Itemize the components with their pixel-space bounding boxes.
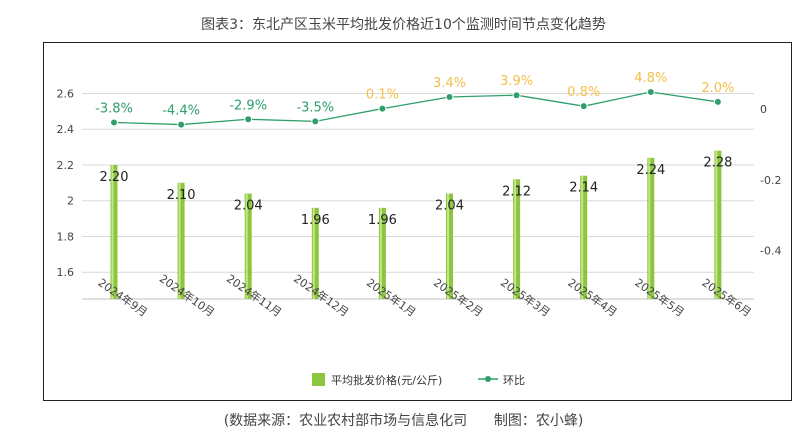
x-tick-label: 2025年3月 — [498, 275, 553, 319]
bar-value-label: 2.24 — [636, 163, 665, 178]
line-value-label: 0.1% — [366, 88, 399, 103]
legend-swatch-bar — [312, 373, 325, 386]
line-value-label: 3.9% — [500, 74, 533, 89]
x-tick-label: 2024年9月 — [96, 275, 151, 319]
line-value-label: 3.4% — [433, 76, 466, 91]
bar-value-label: 2.12 — [502, 184, 531, 199]
bar-highlight — [581, 175, 584, 299]
line-point — [579, 102, 588, 111]
bar — [110, 164, 118, 299]
legend-swatch-line-dot — [485, 376, 491, 382]
left-tick-label: 2 — [67, 195, 74, 208]
legend-label-bar: 平均批发价格(元/公斤) — [331, 373, 442, 387]
bar-highlight — [111, 164, 114, 299]
line-value-label: -4.4% — [162, 104, 200, 119]
line-point — [713, 97, 722, 106]
line-value-label: 4.8% — [634, 71, 667, 86]
bar-highlight — [379, 207, 382, 299]
line-value-label: 2.0% — [701, 81, 734, 96]
bar — [580, 175, 588, 299]
bar-highlight — [514, 179, 517, 299]
right-tick-label: -0.4 — [760, 245, 781, 258]
x-axis-ticks: 2024年9月 2024年10月 2024年11月 2024年12月 2025年1月 20… — [96, 271, 755, 319]
x-tick-label: 2024年12月 — [291, 271, 351, 319]
bar-value-label: 2.14 — [569, 181, 598, 196]
bar-value-labels: 2.20 2.10 2.04 1.96 1.96 2.04 2.12 2.14 2.24 2.28 — [100, 156, 733, 228]
bar-value-label: 2.04 — [234, 199, 263, 214]
x-tick-label: 2025年4月 — [565, 275, 620, 319]
x-tick-label: 2025年5月 — [632, 275, 687, 319]
bar-highlight — [245, 193, 248, 299]
line-value-label: 0.8% — [567, 85, 600, 100]
right-tick-label: -0.2 — [760, 174, 781, 187]
x-tick-label: 2025年6月 — [699, 275, 754, 319]
bar-value-label: 1.96 — [368, 213, 397, 228]
line-point — [110, 118, 118, 127]
x-tick-label: 2025年1月 — [364, 275, 419, 319]
line-point — [311, 117, 320, 126]
line-point — [378, 104, 387, 113]
bar-value-label: 2.04 — [435, 199, 464, 214]
left-tick-label: 1.8 — [57, 230, 75, 243]
bar-highlight — [648, 157, 651, 299]
bar — [244, 193, 252, 299]
bar-value-label: 2.10 — [167, 188, 196, 203]
line-point — [177, 120, 186, 129]
grid-lines — [82, 93, 754, 300]
legend: 平均批发价格(元/公斤) 环比 — [312, 373, 525, 387]
right-axis-ticks: 0 -0.2 -0.4 — [760, 103, 781, 258]
left-tick-label: 2.4 — [57, 123, 75, 136]
right-tick-label: 0 — [760, 103, 767, 116]
bar — [513, 179, 521, 299]
bar-highlight — [447, 193, 449, 299]
left-tick-label: 2.6 — [57, 88, 75, 101]
line-point — [244, 115, 253, 124]
left-tick-label: 2.2 — [57, 159, 75, 172]
line-value-label: -3.5% — [296, 100, 334, 115]
x-tick-label: 2024年11月 — [224, 271, 284, 319]
line-path — [113, 91, 718, 126]
bar-value-label: 2.20 — [100, 170, 129, 185]
bar-highlight — [715, 150, 718, 299]
line-point — [646, 88, 655, 97]
chart-svg: 1.6 1.8 2 2.2 2.4 2.6 0 -0.2 -0.4 2.20 2.10 2.04 1… — [57, 71, 782, 387]
line-series — [110, 88, 722, 129]
bar-value-label: 1.96 — [301, 213, 330, 228]
x-tick-label: 2024年10月 — [157, 271, 217, 319]
chart-title: 图表3：东北产区玉米平均批发价格近10个监测时间节点变化趋势 — [201, 17, 606, 33]
line-value-labels: -3.8% -4.4% -2.9% -3.5% 0.1% 3.4% 3.9% 0.8% 4.8%… — [95, 71, 734, 119]
legend-label-line: 环比 — [503, 374, 525, 387]
x-tick-label: 2025年2月 — [431, 275, 486, 319]
left-axis-ticks: 1.6 1.8 2 2.2 2.4 2.6 — [57, 88, 75, 280]
bar-highlight — [312, 207, 315, 299]
bar — [446, 193, 453, 299]
chart-frame: 1.6 1.8 2 2.2 2.4 2.6 0 -0.2 -0.4 2.20 2.10 2.04 1… — [43, 42, 792, 401]
bar-value-label: 2.28 — [703, 156, 732, 171]
bar — [714, 150, 722, 299]
bar — [177, 182, 185, 299]
left-tick-label: 1.6 — [57, 266, 75, 279]
bar — [378, 207, 386, 299]
bar-series — [110, 150, 722, 299]
line-value-label: -3.8% — [95, 101, 133, 116]
bar — [311, 207, 319, 299]
line-point — [512, 91, 521, 100]
bar-highlight — [178, 182, 181, 299]
bar — [647, 157, 655, 299]
source-note: (数据来源：农业农村部市场与信息化司 制图：农小蜂) — [223, 413, 584, 429]
line-value-label: -2.9% — [229, 98, 267, 113]
line-point — [445, 92, 454, 101]
